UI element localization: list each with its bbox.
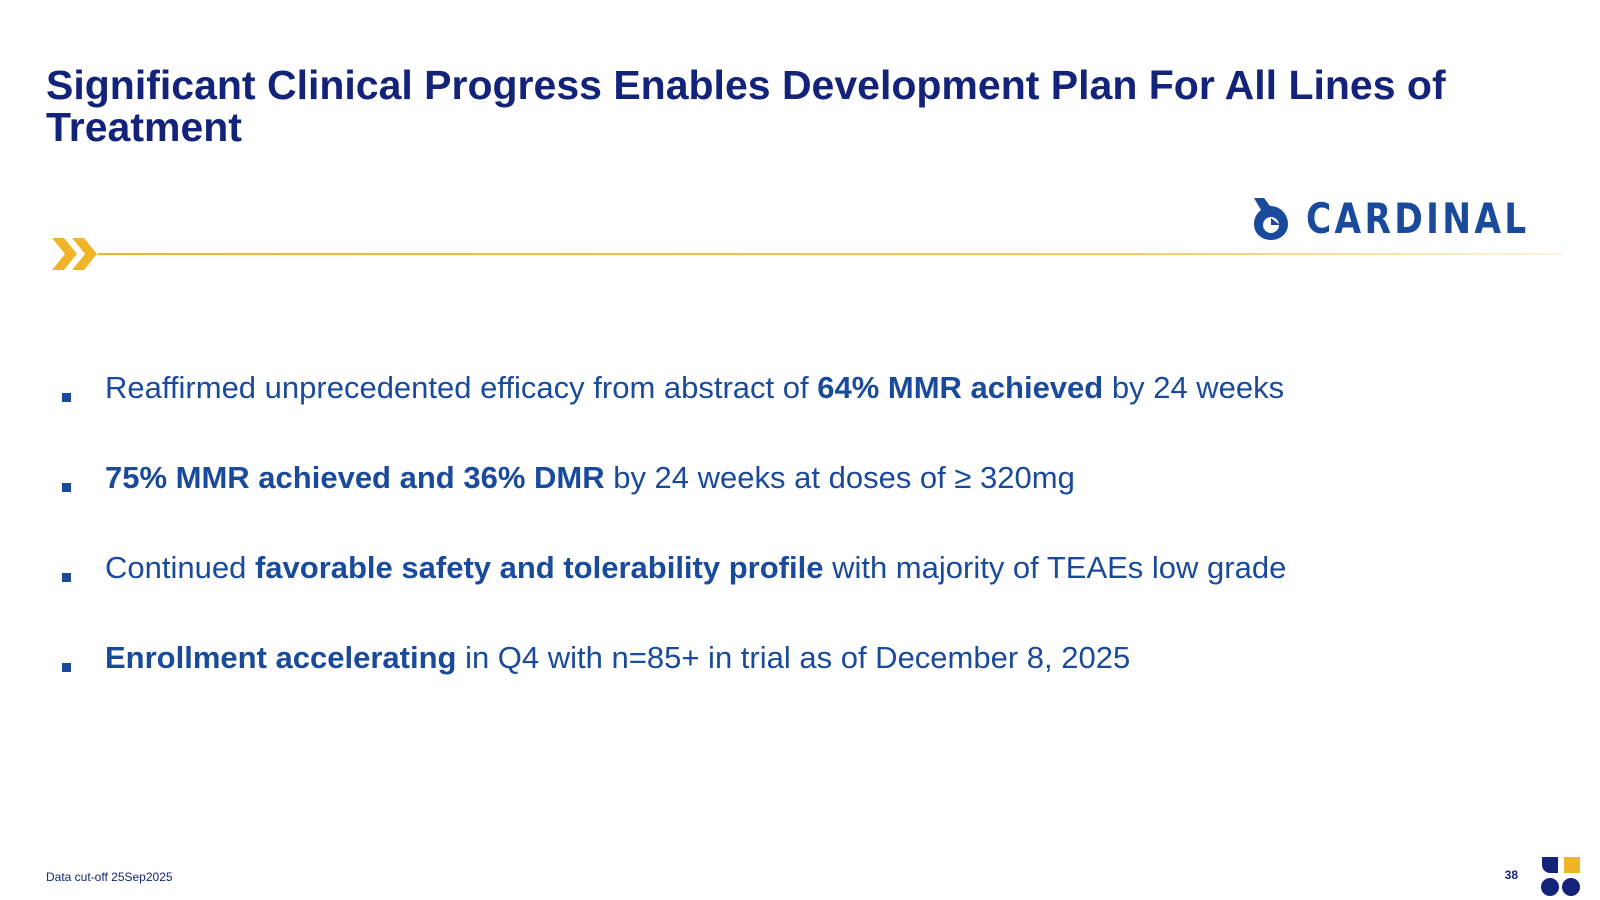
bullet-item: Reaffirmed unprecedented efficacy from a… [62, 355, 1522, 445]
bullet-item: 75% MMR achieved and 36% DMR by 24 weeks… [62, 445, 1522, 535]
page-number: 38 [1504, 868, 1518, 882]
cardinal-bird-icon [1254, 198, 1288, 240]
brand-name: CARDINAL [1306, 194, 1530, 243]
bullet-item: Continued favorable safety and tolerabil… [62, 535, 1522, 625]
square-bullet-icon [62, 392, 71, 402]
slide-title: Significant Clinical Progress Enables De… [46, 62, 1446, 150]
bullet-item: Enrollment accelerating in Q4 with n=85+… [62, 625, 1522, 715]
cardinal-logo: CARDINAL [1250, 196, 1579, 242]
chevron-divider [52, 238, 1562, 270]
square-bullet-icon [62, 572, 71, 582]
data-cutoff-footnote: Data cut-off 25Sep2025 [46, 870, 173, 884]
square-bullet-icon [62, 482, 71, 492]
bullet-text: 75% MMR achieved and 36% DMR by 24 weeks… [105, 460, 1075, 495]
company-mark-icon [1541, 857, 1580, 896]
bullet-list: Reaffirmed unprecedented efficacy from a… [62, 355, 1522, 715]
bullet-text: Continued favorable safety and tolerabil… [105, 550, 1287, 585]
double-chevron-icon [52, 238, 97, 270]
square-bullet-icon [62, 662, 71, 672]
bullet-text: Reaffirmed unprecedented efficacy from a… [105, 370, 1285, 405]
bullet-text: Enrollment accelerating in Q4 with n=85+… [105, 640, 1131, 675]
